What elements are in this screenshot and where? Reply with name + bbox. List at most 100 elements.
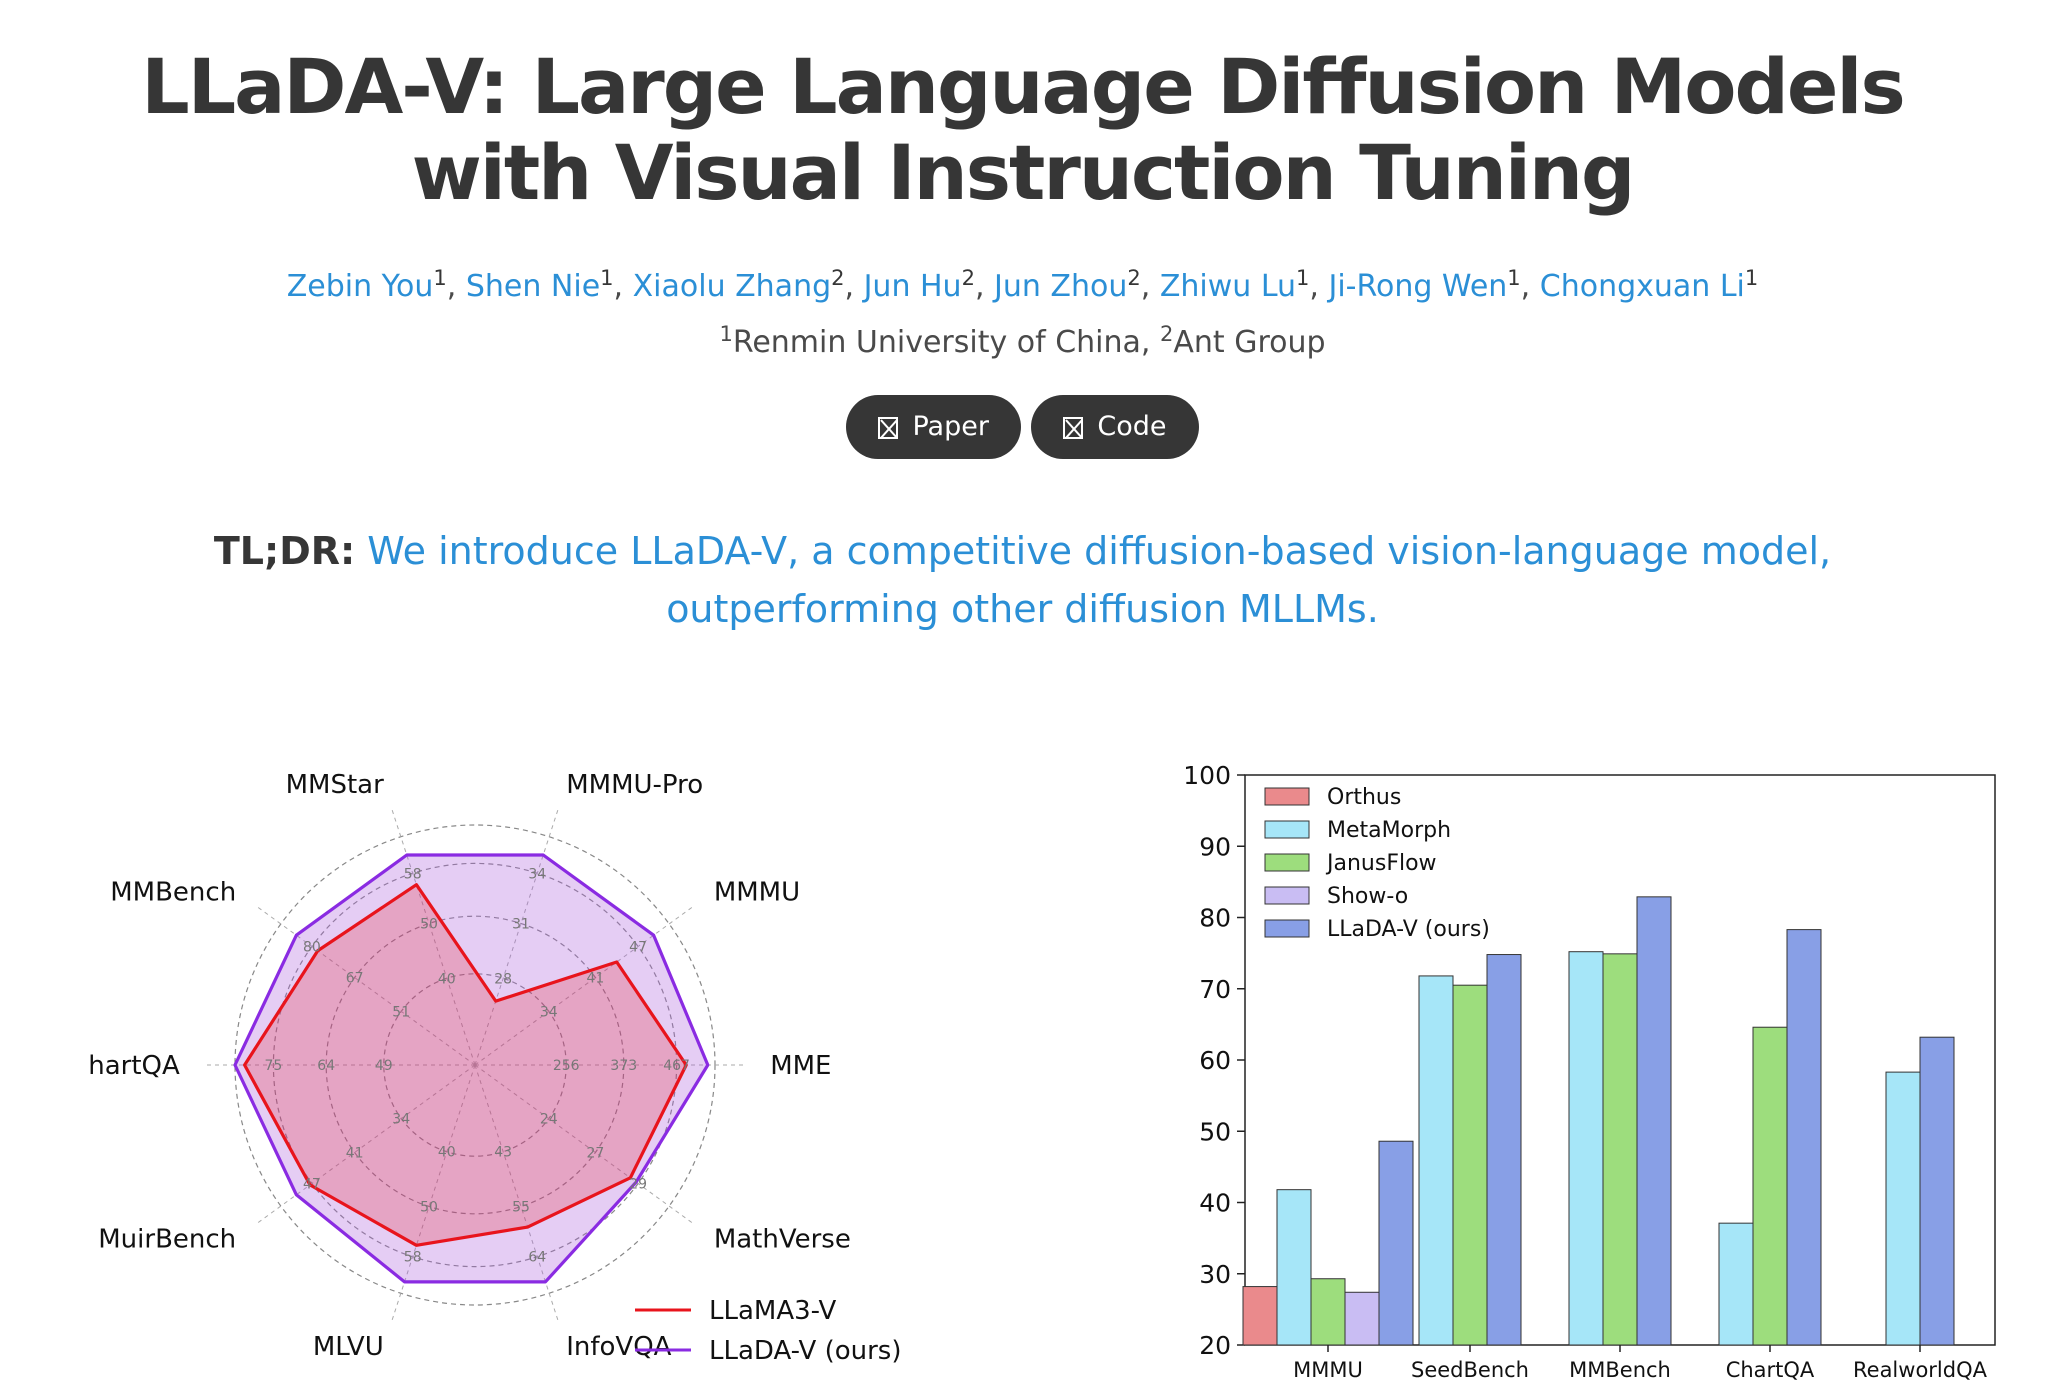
x-tick-label: SeedBench [1411, 1358, 1529, 1380]
author-link[interactable]: Chongxuan Li [1539, 269, 1745, 304]
affiliation-1: Renmin University of China [732, 325, 1141, 360]
bar [1452, 984, 1488, 1346]
bar [1752, 1026, 1788, 1346]
y-tick-label: 80 [1199, 904, 1231, 933]
radar-grid-circle [325, 915, 625, 1215]
radar-tick-label: 50 [420, 1200, 438, 1216]
legend-label: JanusFlow [1325, 851, 1437, 876]
author-link[interactable]: Ji-Rong Wen [1328, 269, 1508, 304]
legend-label: MetaMorph [1327, 818, 1451, 843]
bar [1242, 1286, 1278, 1346]
author-affiliation-number: 2 [831, 266, 845, 290]
author-affiliation-number: 2 [1127, 266, 1141, 290]
affiliation-2: Ant Group [1173, 325, 1326, 360]
title-line-2: with Visual Instruction Tuning [411, 128, 1636, 217]
bar [1310, 1278, 1346, 1346]
radar-tick-label: 47 [629, 940, 647, 956]
radar-tick-label: 49 [375, 1058, 393, 1074]
bar [1418, 975, 1454, 1346]
y-tick-label: 20 [1199, 1331, 1231, 1360]
paper-button[interactable]: Paper [846, 395, 1021, 459]
x-tick-label: RealworldQA [1853, 1358, 1988, 1380]
author-link[interactable]: Xiaolu Zhang [632, 269, 832, 304]
radar-axis-label: MathVerse [714, 1225, 851, 1255]
y-tick-label: 60 [1199, 1046, 1231, 1075]
radar-tick-label: 28 [494, 971, 512, 987]
legend-swatch [1264, 820, 1310, 839]
tldr-text-2: outperforming other diffusion MLLMs. [666, 587, 1379, 631]
bar [1919, 1036, 1955, 1346]
paper-button-label: Paper [912, 411, 989, 442]
y-tick-label: 70 [1199, 975, 1231, 1004]
radar-axis-label: MME [770, 1051, 831, 1081]
tldr-label: TL;DR: [213, 529, 356, 573]
radar-tick-label: 29 [629, 1176, 647, 1192]
radar-tick-label: 80 [303, 940, 321, 956]
bar [1344, 1291, 1380, 1346]
y-tick-label: 40 [1199, 1189, 1231, 1218]
tldr-text-1: We introduce LLaDA-V, a competitive diff… [367, 529, 1832, 573]
legend-swatch [1264, 886, 1310, 905]
legend-label: Orthus [1327, 785, 1401, 810]
radar-tick-label: 34 [528, 866, 546, 882]
affiliation-2-number: 2 [1160, 322, 1174, 346]
x-tick-label: MMBench [1569, 1358, 1671, 1380]
bar-chart: 20 30 40 50 60 70 80 90 100 MMMU SeedBench MMBench C… [1183, 761, 1996, 1380]
x-tick-label: MMMU [1293, 1358, 1363, 1380]
radar-tick-label: 43 [494, 1145, 512, 1161]
y-tick-label: 100 [1183, 761, 1231, 790]
bar [1885, 1071, 1921, 1346]
legend-swatch [1264, 853, 1310, 872]
author-link[interactable]: Jun Zhou [994, 269, 1128, 304]
radar-tick-label: 373 [610, 1058, 637, 1074]
author-link[interactable]: Zebin You [286, 269, 434, 304]
radar-tick-label: 41 [586, 971, 604, 987]
author-affiliation-number: 2 [961, 266, 975, 290]
author-link[interactable]: Shen Nie [465, 269, 601, 304]
code-icon [1063, 417, 1084, 439]
author-list: Zebin You1, Shen Nie1, Xiaolu Zhang2, Ju… [286, 266, 1759, 304]
radar-tick-label: 27 [586, 1145, 604, 1161]
radar-tick-label: 24 [540, 1112, 558, 1128]
author-affiliation-number: 1 [1296, 266, 1310, 290]
radar-axis-label: MuirBench [98, 1225, 236, 1255]
radar-axis-label: MLVU [313, 1332, 384, 1362]
legend-swatch [1264, 787, 1310, 806]
radar-tick-label: 55 [512, 1200, 530, 1216]
radar-tick-label: 50 [420, 916, 438, 932]
legend-label: LLaDA-V (ours) [1327, 917, 1490, 942]
radar-tick-label: 34 [540, 1004, 558, 1020]
author-link[interactable]: Zhiwu Lu [1159, 269, 1297, 304]
radar-tick-label: 64 [528, 1250, 546, 1266]
radar-tick-label: 40 [438, 971, 456, 987]
radar-tick-label: 75 [264, 1058, 282, 1074]
y-tick-label: 30 [1199, 1260, 1231, 1289]
radar-axis-label: InfoVQA [566, 1332, 671, 1362]
code-button[interactable]: Code [1031, 395, 1199, 459]
radar-tick-label: 58 [404, 866, 422, 882]
radar-tick-label: 67 [346, 971, 364, 987]
radar-tick-label: 467 [663, 1058, 690, 1074]
code-button-label: Code [1097, 411, 1167, 442]
author-affiliation-number: 1 [600, 266, 614, 290]
legend-label: LLaMA3-V [709, 1296, 837, 1326]
radar-tick-label: 31 [512, 916, 530, 932]
radar-tick-label: 51 [392, 1004, 410, 1020]
affiliations: 1Renmin University of China, 2Ant Group [719, 322, 1326, 360]
radar-tick-label: 47 [303, 1176, 321, 1192]
link-buttons: Paper Code [0, 395, 2045, 459]
llada-v-series [233, 853, 710, 1284]
author-link[interactable]: Jun Hu [863, 269, 962, 304]
radar-axis-label: ChartQA [90, 1051, 180, 1081]
bar [1486, 954, 1522, 1346]
y-tick-label: 50 [1199, 1117, 1231, 1146]
author-affiliation-number: 1 [433, 266, 447, 290]
legend-label: Show-o [1327, 884, 1408, 909]
radar-tick-label: 64 [317, 1058, 335, 1074]
radar-tick-label: 58 [404, 1250, 422, 1266]
file-icon [878, 417, 899, 439]
page-title: LLaDA-V: Large Language Diffusion Models… [0, 44, 2045, 216]
legend-label: LLaDA-V (ours) [709, 1336, 902, 1366]
legend-swatch [1264, 919, 1310, 938]
llama3-v-series [243, 883, 688, 1247]
